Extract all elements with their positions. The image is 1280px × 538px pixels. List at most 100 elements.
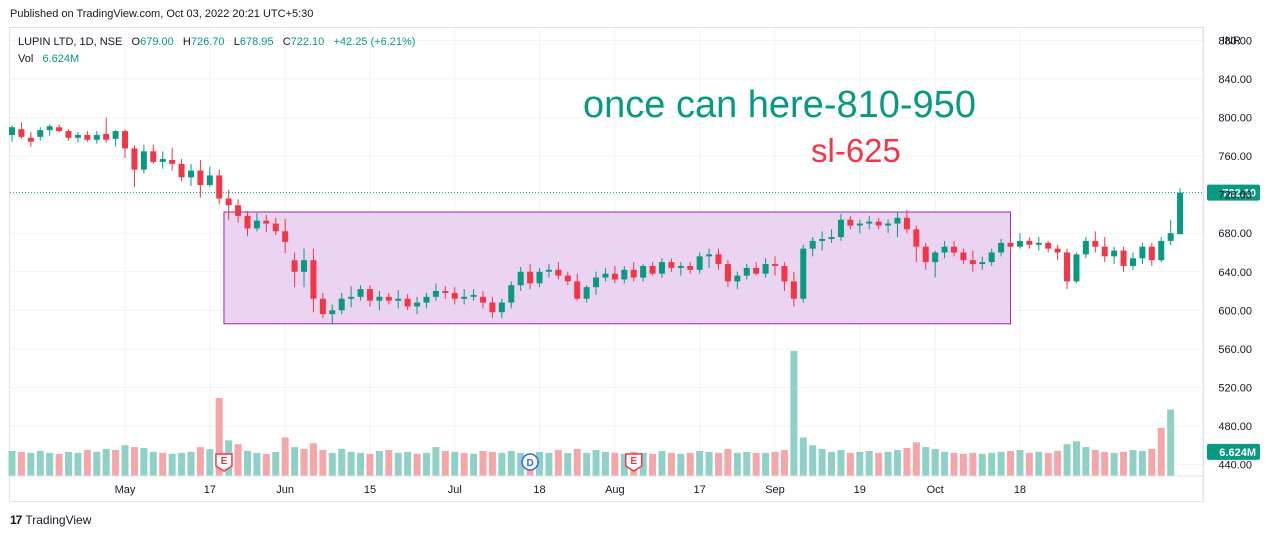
candle-body bbox=[762, 264, 769, 274]
candle-body bbox=[414, 302, 421, 307]
volume-bar bbox=[262, 453, 270, 476]
candle-body bbox=[790, 281, 797, 299]
footer-brand[interactable]: 17 TradingView bbox=[10, 513, 91, 527]
volume-bar bbox=[611, 452, 619, 476]
volume-bar bbox=[762, 452, 770, 476]
candle-body bbox=[103, 133, 110, 140]
volume-bar bbox=[102, 449, 110, 476]
candle-body bbox=[244, 215, 251, 229]
candle-body bbox=[178, 163, 185, 178]
volume-bar bbox=[93, 451, 101, 476]
candle-body bbox=[809, 240, 816, 249]
candle-body bbox=[960, 252, 967, 261]
time-tick-label: Jul bbox=[448, 484, 462, 496]
candle-body bbox=[979, 262, 986, 265]
candle-body bbox=[1026, 240, 1033, 245]
candle-body bbox=[1073, 254, 1080, 282]
candle-body bbox=[640, 265, 647, 278]
volume-bar bbox=[470, 453, 478, 476]
volume-bar bbox=[969, 452, 977, 476]
volume-bar bbox=[300, 449, 308, 476]
candle-body bbox=[1158, 240, 1165, 261]
volume-bar bbox=[809, 445, 817, 476]
volume-bar bbox=[959, 453, 967, 476]
candle-body bbox=[225, 198, 232, 206]
candle-body bbox=[1082, 240, 1089, 255]
candle-body bbox=[310, 260, 317, 299]
candle-body bbox=[630, 269, 637, 278]
range-box-layer bbox=[223, 211, 1012, 325]
volume-bar bbox=[432, 447, 440, 476]
volume-bar bbox=[837, 449, 845, 476]
candle-body bbox=[263, 220, 270, 224]
candle-body bbox=[828, 237, 835, 239]
volume-bar bbox=[149, 451, 157, 476]
volume-bars bbox=[8, 350, 1175, 476]
candle-body bbox=[9, 127, 15, 135]
volume-bar bbox=[357, 452, 365, 476]
volume-bar bbox=[988, 452, 996, 476]
volume-bar bbox=[498, 452, 506, 476]
volume-bar bbox=[620, 453, 628, 476]
candle-body bbox=[583, 287, 590, 299]
candle-body bbox=[46, 126, 53, 131]
volume-bar bbox=[743, 451, 751, 476]
volume-bar bbox=[724, 449, 732, 476]
candle-body bbox=[348, 296, 355, 299]
time-tick-label: May bbox=[115, 484, 136, 496]
legend-close-label: C bbox=[282, 36, 291, 48]
price-tick-label: 800.00 bbox=[1218, 113, 1252, 125]
candle-body bbox=[932, 252, 939, 263]
time-tick-label: Jun bbox=[276, 484, 294, 496]
candle-body bbox=[112, 131, 119, 139]
volume-bar bbox=[130, 447, 138, 476]
candle-body bbox=[489, 302, 496, 313]
volume-bar bbox=[65, 451, 73, 476]
currency-label: INR bbox=[1222, 35, 1241, 47]
volume-bar bbox=[658, 450, 666, 476]
volume-bar bbox=[997, 451, 1005, 476]
candle-body bbox=[781, 265, 788, 282]
volume-bar bbox=[272, 451, 280, 476]
volume-bar bbox=[1035, 451, 1043, 476]
dividend-event-icon bbox=[521, 453, 539, 471]
candle-body bbox=[913, 229, 920, 247]
volume-bar bbox=[1138, 450, 1146, 476]
volume-bar bbox=[46, 452, 54, 476]
volume-bar bbox=[1120, 451, 1128, 476]
volume-bar bbox=[178, 452, 186, 476]
volume-bar bbox=[319, 449, 327, 476]
volume-bar bbox=[140, 448, 148, 476]
volume-bar bbox=[1167, 409, 1175, 476]
candle-body bbox=[734, 275, 741, 282]
last-price-label: 722.10 bbox=[1222, 188, 1256, 200]
volume-bar bbox=[168, 453, 176, 476]
candle-body bbox=[847, 219, 854, 226]
volume-bar bbox=[780, 449, 788, 476]
volume-bar bbox=[1110, 452, 1118, 476]
volume-bar bbox=[790, 350, 798, 476]
candle-body bbox=[1120, 250, 1127, 266]
volume-bar bbox=[1148, 449, 1156, 476]
candle-body bbox=[338, 298, 345, 311]
candle-body bbox=[1045, 242, 1052, 249]
candle-body bbox=[743, 267, 750, 276]
volume-bar bbox=[338, 449, 346, 476]
candle-body bbox=[376, 296, 383, 301]
annotation-stop-loss[interactable]: sl-625 bbox=[811, 132, 901, 169]
axes: 880.00 840.00 800.00 760.00 720.00 680.00 640.… bbox=[10, 28, 1252, 502]
candle-body bbox=[564, 275, 571, 282]
candle-body bbox=[197, 170, 204, 186]
volume-bar bbox=[799, 437, 807, 476]
candles bbox=[9, 117, 1184, 324]
volume-bar bbox=[1091, 449, 1099, 476]
volume-bar bbox=[1157, 427, 1165, 476]
candle-body bbox=[1092, 240, 1099, 247]
price-tick-label: 560.00 bbox=[1218, 344, 1252, 356]
last-price-line: 722.10 6.624M bbox=[10, 184, 1260, 460]
annotation-target[interactable]: once can here-810-950 bbox=[583, 84, 976, 126]
candle-body bbox=[602, 273, 609, 278]
candle-body bbox=[1035, 242, 1042, 245]
volume-bar bbox=[328, 452, 336, 476]
